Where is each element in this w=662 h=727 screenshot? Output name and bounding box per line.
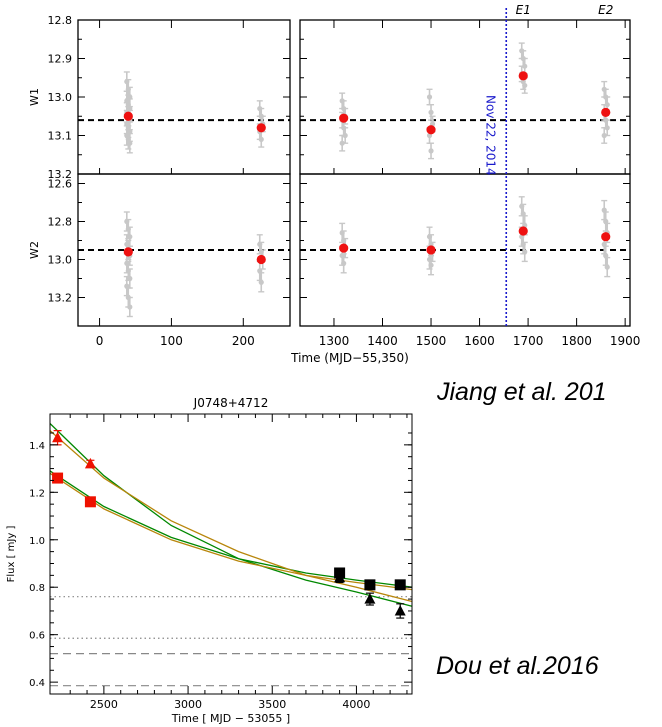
mean-point-w1 (123, 111, 133, 121)
mean-point-w1 (426, 125, 436, 135)
citation-dou: Dou et al.2016 (436, 652, 599, 680)
mean-point-w1 (256, 123, 266, 133)
x-tick-label: 100 (160, 334, 183, 348)
epoch-label-e2: E2 (598, 3, 613, 17)
individual-point (339, 140, 345, 146)
individual-point (127, 304, 133, 310)
x-axis-label: Time [ MJD − 53055 ] (171, 712, 290, 725)
individual-point (522, 63, 528, 69)
triangle-point-black (334, 571, 346, 583)
individual-point (428, 109, 434, 115)
y-axis-label: Flux [ mJy ] (6, 526, 17, 583)
y-tick-label: 12.8 (48, 14, 73, 27)
square-point-black (364, 579, 376, 591)
triangle-point-red (52, 431, 64, 443)
triangle-point-black (394, 604, 406, 616)
individual-point (522, 82, 528, 89)
y-tick-label: 1.2 (29, 488, 45, 499)
y-tick-label: 12.6 (48, 178, 73, 191)
x-tick-label: 1400 (367, 334, 398, 348)
y-tick-label: 13.2 (48, 292, 73, 305)
x-tick-label: 1800 (561, 334, 592, 348)
triangle-point-black (364, 593, 376, 604)
x-tick-label: 3000 (174, 698, 202, 711)
square-point-red (84, 496, 96, 508)
epoch-label-e1: E1 (516, 3, 531, 17)
mean-point-w2 (426, 245, 436, 255)
individual-point (428, 262, 434, 268)
individual-point (601, 132, 607, 139)
individual-point (127, 140, 133, 146)
x-tick-label: 1500 (416, 334, 447, 348)
model-curve-0 (49, 470, 413, 588)
y-tick-label: 13.2 (48, 168, 73, 181)
y-tick-label: 12.8 (48, 216, 73, 229)
square-point-red (52, 472, 64, 484)
band-label-w1: W1 (28, 88, 41, 106)
individual-point (604, 125, 610, 131)
mean-point-w2 (123, 247, 133, 257)
triangle-point-red (84, 457, 96, 469)
individual-point (258, 136, 264, 142)
panel-frame-w1-0 (77, 19, 291, 175)
x-axis-label: Time (MJD−55,350) (290, 351, 409, 365)
mean-point-w1 (518, 71, 528, 81)
panel-frame-w1-1 (299, 19, 631, 175)
plot-frame (49, 413, 413, 695)
x-tick-label: 2500 (90, 698, 118, 711)
individual-point (522, 249, 528, 255)
x-tick-label: 200 (232, 334, 255, 348)
y-tick-label: 12.9 (48, 53, 73, 66)
x-tick-label: 1900 (610, 334, 641, 348)
x-tick-label: 4000 (342, 698, 370, 711)
wise-light-curve-figure: 12.8 12.9 13.0 13.1 13.2 W1 12.6 12.8 13.0 13.2 W2… (28, 3, 641, 365)
model-curve-1 (49, 423, 413, 607)
individual-point (428, 148, 434, 154)
y-tick-label: 0.6 (29, 631, 45, 642)
x-tick-label: 0 (96, 334, 104, 348)
y-tick-label: 13.0 (48, 254, 73, 267)
square-point-black (394, 579, 406, 591)
model-curve-3 (49, 472, 413, 591)
individual-point (604, 102, 610, 108)
mean-point-w2 (601, 232, 611, 242)
mean-point-w2 (518, 226, 528, 236)
panel-frame-w2-1 (299, 173, 631, 327)
panel-frame-w2-0 (77, 173, 291, 327)
mean-point-w2 (256, 254, 266, 265)
x-tick-label: 1300 (319, 334, 350, 348)
individual-point (426, 94, 433, 100)
x-tick-label: 3500 (258, 698, 286, 711)
individual-point (341, 260, 347, 266)
y-tick-label: 1.0 (29, 536, 45, 547)
event-label: Nov 22, 2014 (483, 95, 497, 176)
y-tick-label: 0.4 (29, 678, 45, 689)
chart-title: J0748+4712 (193, 396, 269, 410)
mean-point-w1 (339, 113, 349, 123)
y-tick-label: 13.0 (48, 91, 73, 104)
mean-point-w1 (601, 107, 611, 117)
band-label-w2: W2 (28, 241, 41, 259)
model-curve-2 (49, 430, 413, 603)
mean-point-w2 (339, 243, 349, 253)
individual-point (604, 264, 610, 270)
citation-jiang: Jiang et al. 201 (437, 378, 607, 406)
flux-decline-figure: 2500 3000 3500 4000 0.4 0.6 0.8 1.0 1.2 1.4 J0748+… (6, 396, 413, 725)
y-tick-label: 0.8 (29, 583, 45, 594)
y-tick-label: 1.4 (29, 441, 45, 452)
individual-point (258, 279, 264, 285)
y-tick-label: 13.1 (48, 130, 73, 143)
x-tick-label: 1600 (464, 334, 495, 348)
x-tick-label: 1700 (513, 334, 544, 348)
